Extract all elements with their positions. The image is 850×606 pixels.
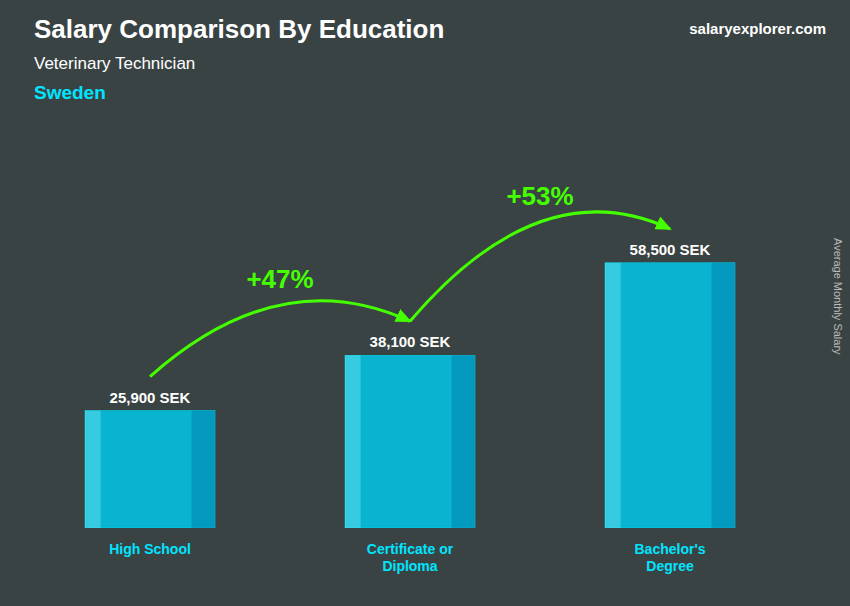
html-text:salaryexplorer.com: salaryexplorer.com <box>689 20 826 37</box>
svg-text:58,500 SEK: 58,500 SEK <box>630 241 711 258</box>
svg-text:+53%: +53% <box>506 181 573 211</box>
svg-text:High School: High School <box>109 541 191 557</box>
html-text:Sweden: Sweden <box>34 82 106 103</box>
svg-text:38,100 SEK: 38,100 SEK <box>370 333 451 350</box>
html-text:Veterinary Technician: Veterinary Technician <box>34 54 196 73</box>
html-text:Average Monthly Salary: Average Monthly Salary <box>832 238 844 355</box>
svg-text:25,900 SEK: 25,900 SEK <box>110 389 191 406</box>
svg-text:Certificate orDiploma: Certificate orDiploma <box>367 541 454 574</box>
html-text:Salary Comparison By Education: Salary Comparison By Education <box>34 14 445 44</box>
svg-text:+47%: +47% <box>246 264 313 294</box>
svg-text:Bachelor'sDegree: Bachelor'sDegree <box>634 541 705 574</box>
